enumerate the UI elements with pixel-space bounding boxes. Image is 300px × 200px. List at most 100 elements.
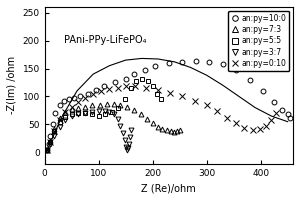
an:py=5:5 <box>146 80 150 82</box>
an:py=7:3 <box>63 111 67 113</box>
an:py=0:10 <box>264 124 268 127</box>
an:py=10:0 <box>62 100 65 102</box>
an:py=10:0 <box>235 68 238 71</box>
an:py=5:5 <box>123 98 126 100</box>
an:py=0:10 <box>144 86 148 89</box>
an:py=5:5 <box>52 130 56 132</box>
an:py=0:10 <box>258 128 261 130</box>
an:py=10:0 <box>181 61 184 63</box>
an:py=7:3 <box>98 104 101 106</box>
an:py=3:7 <box>63 119 67 121</box>
an:py=7:3 <box>118 104 122 106</box>
an:py=5:5 <box>46 148 49 151</box>
Line: an:py=7:3: an:py=7:3 <box>45 101 182 152</box>
an:py=0:10 <box>116 86 119 89</box>
an:py=3:7 <box>103 110 107 112</box>
an:py=10:0 <box>221 63 225 65</box>
an:py=10:0 <box>78 95 82 98</box>
an:py=3:7 <box>123 139 126 141</box>
an:py=0:10 <box>168 92 172 94</box>
an:py=0:10 <box>225 117 229 119</box>
an:py=0:10 <box>46 148 49 151</box>
an:py=7:3 <box>83 105 87 108</box>
an:py=5:5 <box>90 113 94 116</box>
an:py=3:7 <box>126 147 130 149</box>
an:py=0:10 <box>124 85 128 88</box>
an:py=7:3 <box>146 118 149 120</box>
an:py=3:7 <box>108 111 111 113</box>
an:py=10:0 <box>208 61 211 63</box>
an:py=5:5 <box>135 80 138 82</box>
an:py=10:0 <box>124 77 128 80</box>
an:py=10:0 <box>262 90 265 92</box>
an:py=0:10 <box>243 127 246 129</box>
an:py=3:7 <box>58 126 61 128</box>
an:py=10:0 <box>47 143 51 145</box>
an:py=5:5 <box>76 112 80 114</box>
an:py=0:10 <box>205 104 208 107</box>
an:py=7:3 <box>58 117 61 119</box>
an:py=0:10 <box>108 87 111 90</box>
an:py=7:3 <box>156 126 160 128</box>
an:py=7:3 <box>70 108 74 110</box>
an:py=7:3 <box>169 130 173 132</box>
an:py=3:7 <box>70 115 74 117</box>
an:py=5:5 <box>129 87 133 89</box>
X-axis label: Z (Re)/ohm: Z (Re)/ohm <box>142 183 196 193</box>
an:py=3:7 <box>76 113 80 116</box>
an:py=3:7 <box>116 118 119 120</box>
an:py=10:0 <box>154 65 157 67</box>
an:py=7:3 <box>125 105 128 108</box>
an:py=3:7 <box>112 113 116 116</box>
Line: an:py=10:0: an:py=10:0 <box>45 59 293 152</box>
an:py=7:3 <box>46 148 49 151</box>
an:py=0:10 <box>274 112 278 114</box>
an:py=5:5 <box>70 113 74 116</box>
an:py=10:0 <box>94 89 98 91</box>
an:py=0:10 <box>76 101 80 103</box>
an:py=5:5 <box>103 113 107 116</box>
an:py=7:3 <box>76 106 80 109</box>
an:py=10:0 <box>132 73 136 75</box>
an:py=5:5 <box>110 111 113 113</box>
an:py=10:0 <box>48 134 52 137</box>
an:py=0:10 <box>216 110 219 112</box>
an:py=7:3 <box>139 113 142 116</box>
Text: PAni-PPy-LiFePO₄: PAni-PPy-LiFePO₄ <box>64 35 147 45</box>
an:py=10:0 <box>280 109 284 112</box>
an:py=7:3 <box>172 131 176 133</box>
an:py=10:0 <box>289 117 292 119</box>
an:py=0:10 <box>270 119 273 121</box>
Line: an:py=5:5: an:py=5:5 <box>45 76 163 152</box>
an:py=5:5 <box>83 112 87 114</box>
an:py=10:0 <box>51 123 55 126</box>
Y-axis label: -Z(Im) /ohm: -Z(Im) /ohm <box>7 56 17 114</box>
an:py=10:0 <box>167 62 171 64</box>
an:py=3:7 <box>118 124 122 127</box>
an:py=3:7 <box>52 134 56 137</box>
an:py=0:10 <box>52 130 56 132</box>
an:py=5:5 <box>58 120 61 123</box>
an:py=0:10 <box>181 95 184 98</box>
an:py=7:3 <box>90 104 94 107</box>
an:py=0:10 <box>235 122 238 125</box>
an:py=0:10 <box>100 90 103 92</box>
an:py=0:10 <box>58 119 61 121</box>
an:py=7:3 <box>52 128 56 130</box>
an:py=7:3 <box>151 122 154 125</box>
an:py=7:3 <box>178 129 181 131</box>
an:py=7:3 <box>176 130 179 132</box>
an:py=5:5 <box>140 77 144 80</box>
an:py=3:7 <box>127 143 131 145</box>
an:py=0:10 <box>134 85 137 88</box>
an:py=0:10 <box>48 141 52 144</box>
an:py=3:7 <box>121 132 125 134</box>
an:py=5:5 <box>116 106 120 109</box>
an:py=10:0 <box>113 81 117 84</box>
an:py=10:0 <box>248 78 252 81</box>
an:py=7:3 <box>132 109 136 111</box>
an:py=0:10 <box>193 100 196 102</box>
an:py=5:5 <box>48 141 52 144</box>
an:py=10:0 <box>73 97 76 99</box>
an:py=3:7 <box>124 146 128 148</box>
